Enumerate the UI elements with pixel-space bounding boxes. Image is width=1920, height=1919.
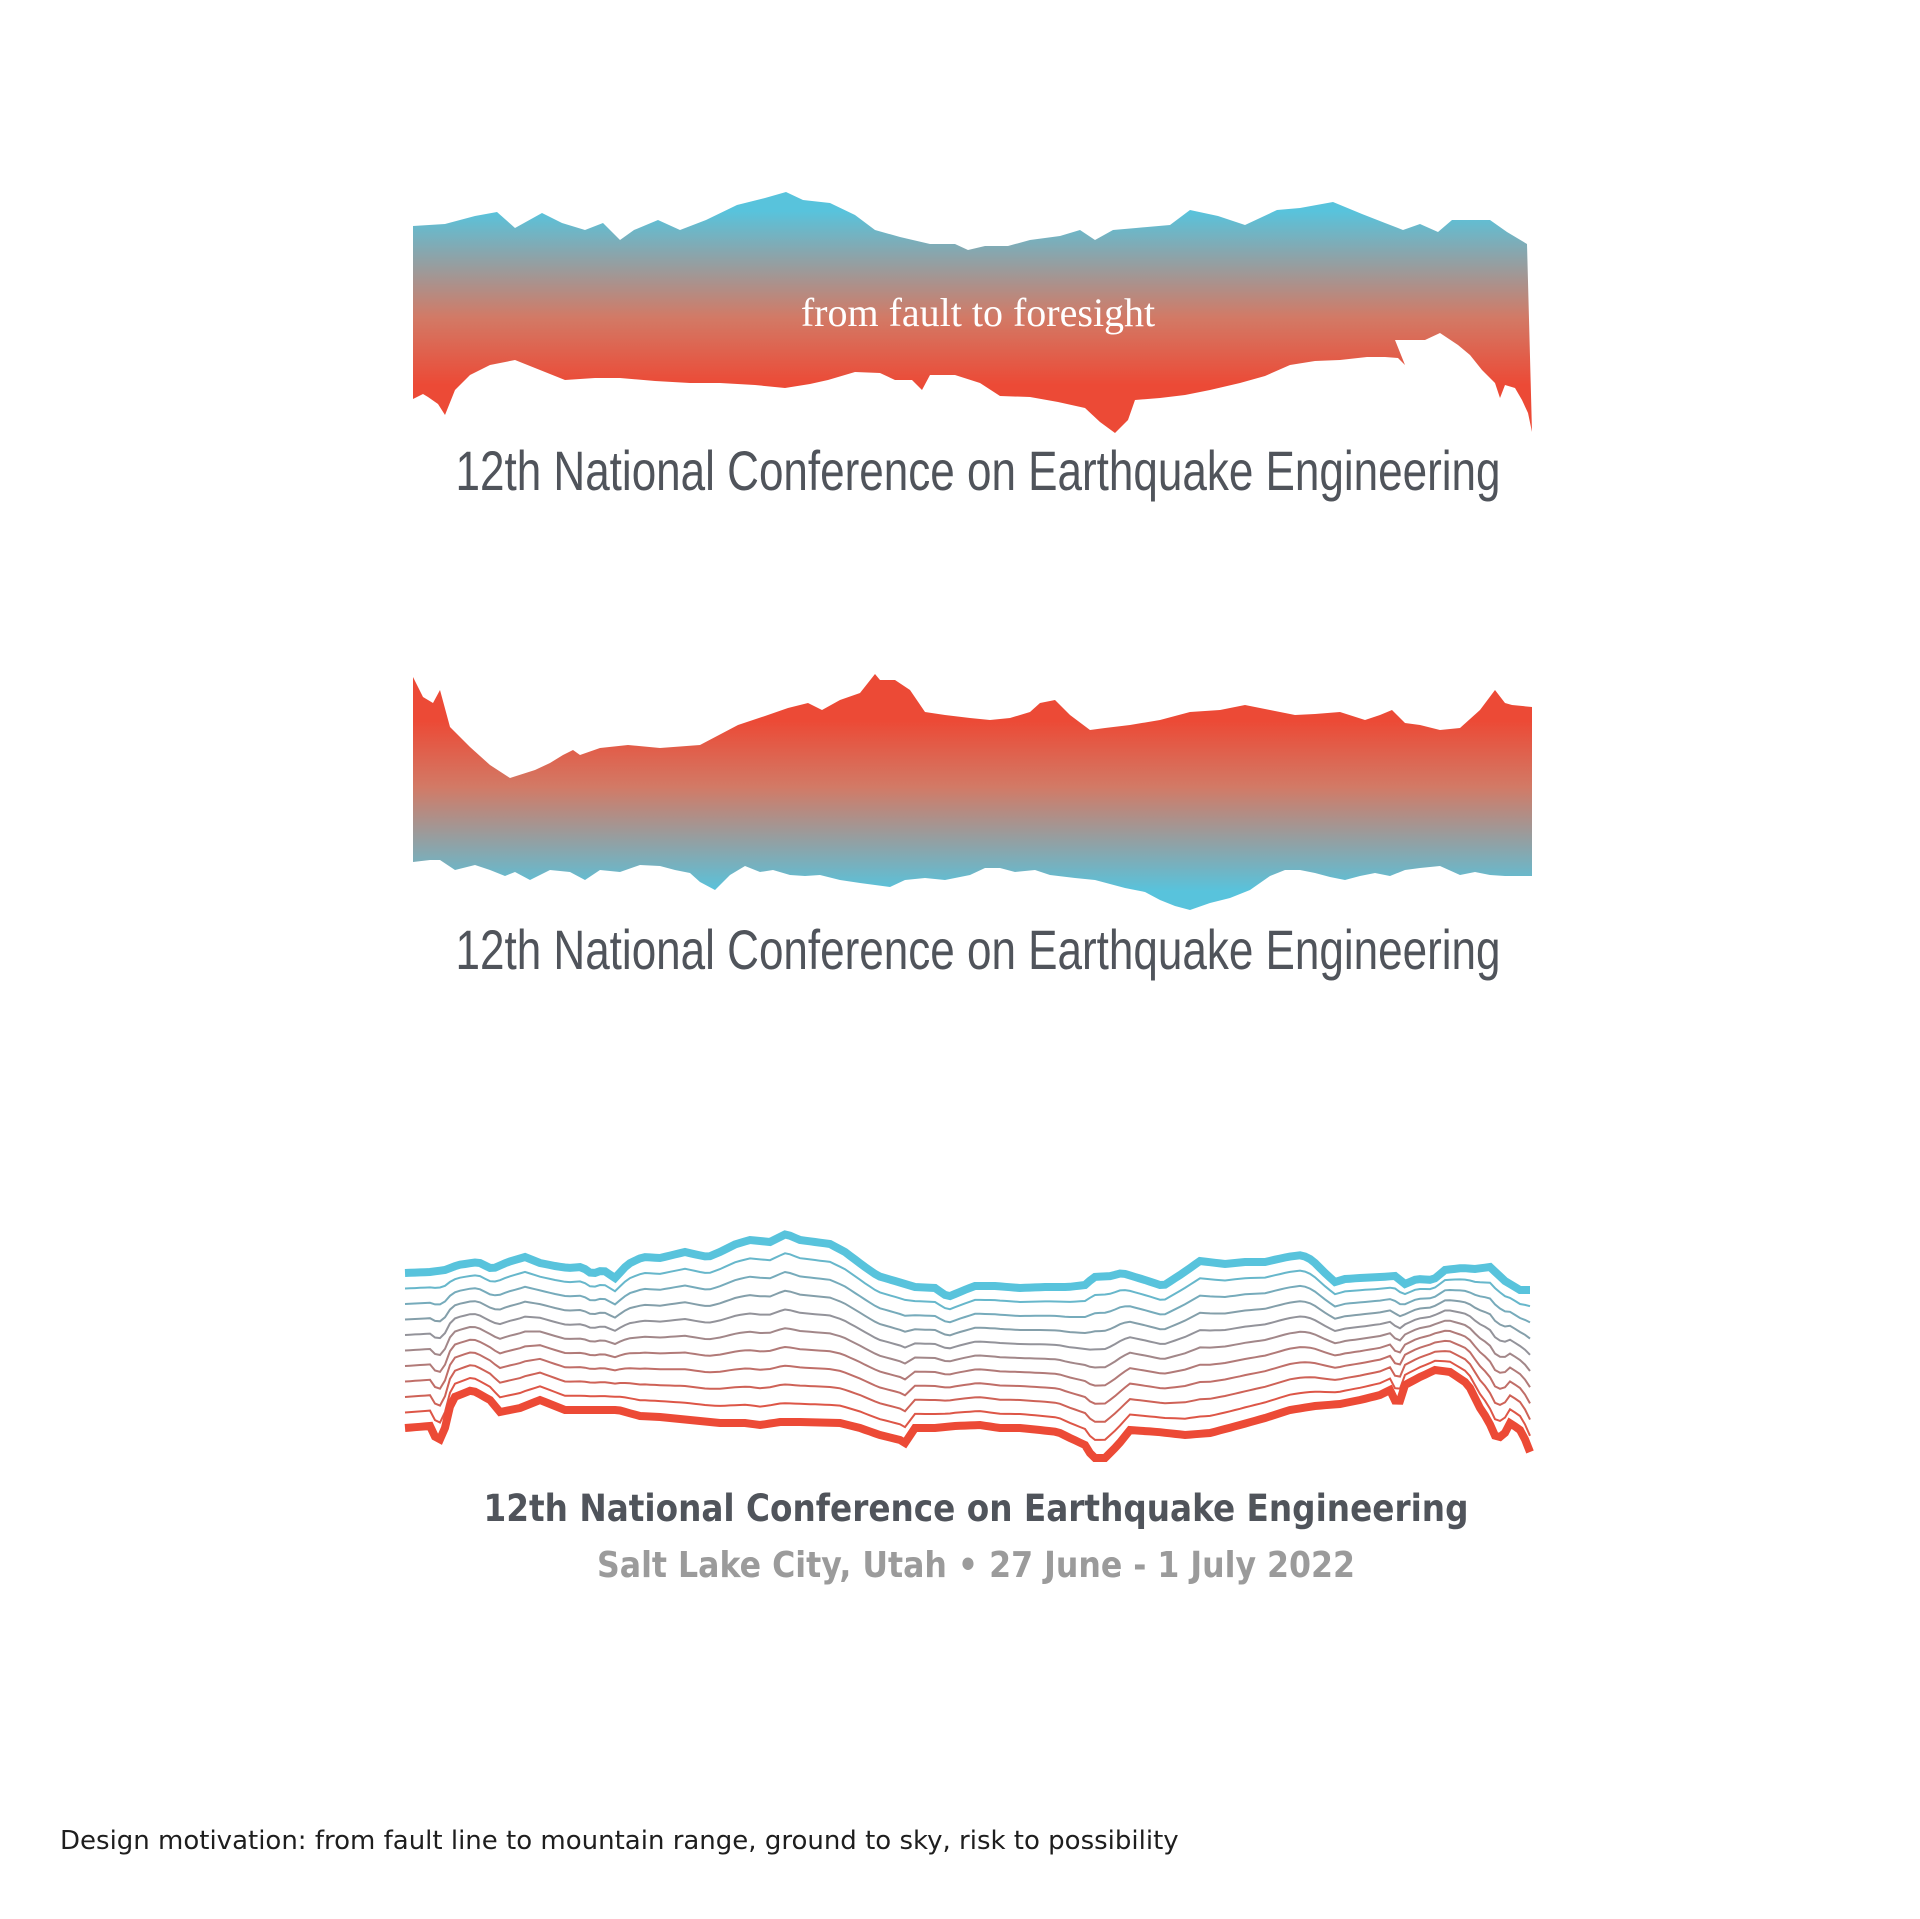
logo-subtitle: Salt Lake City, Utah • 27 June - 1 July … (597, 1545, 1355, 1586)
transition-line (404, 1350, 1531, 1423)
transition-line (404, 1270, 1531, 1324)
logo-variant-2: 12th National Conference on Earthquake E… (413, 674, 1532, 981)
sky-line (404, 1230, 1530, 1301)
transition-line (404, 1339, 1531, 1405)
line-ensemble (404, 1230, 1534, 1462)
tagline: from fault to foresight (801, 290, 1155, 335)
transition-line (404, 1252, 1531, 1311)
transition-line (404, 1308, 1531, 1356)
mountain-fault-band (413, 192, 1532, 433)
logo-title-2: 12th National Conference on Earthquake E… (456, 918, 1501, 981)
transition-line (404, 1289, 1531, 1340)
transition-line (404, 1319, 1531, 1372)
logo-title-3: 12th National Conference on Earthquake E… (484, 1487, 1469, 1530)
design-motivation-note: Design motivation: from fault line to mo… (60, 1826, 1179, 1856)
logo-title-1: 12th National Conference on Earthquake E… (456, 439, 1501, 502)
fault-line (404, 1365, 1534, 1462)
logo-variant-3: 12th National Conference on Earthquake E… (404, 1230, 1534, 1586)
transition-line (404, 1329, 1531, 1388)
mountain-fault-band-inverted (413, 674, 1532, 910)
logo-variant-1: from fault to foresight 12th National Co… (413, 192, 1532, 502)
transition-line (404, 1359, 1531, 1441)
